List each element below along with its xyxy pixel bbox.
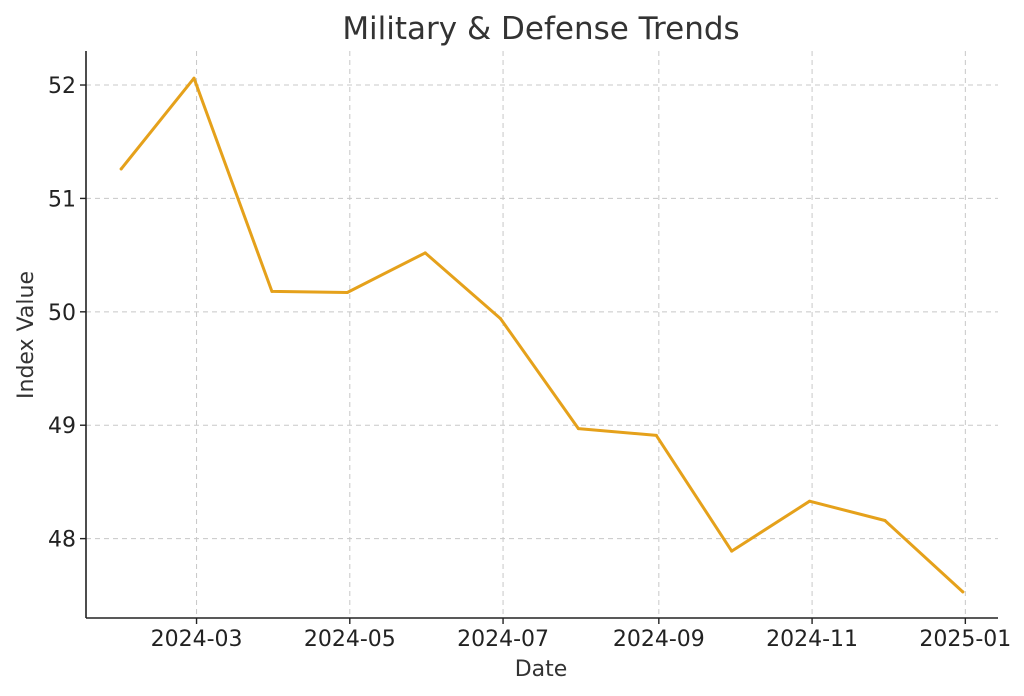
ticks: 48 49 50 51 52 2024-03 2024-05 2024-07 2024-09 20… <box>48 74 1011 652</box>
data-point <box>961 590 965 594</box>
series-layer <box>119 76 965 594</box>
axes <box>85 51 998 619</box>
data-point <box>119 167 123 171</box>
y-tick-label: 48 <box>48 528 76 553</box>
x-axis-label: Date <box>515 657 568 682</box>
y-tick-label: 51 <box>48 187 76 212</box>
data-point <box>499 317 503 321</box>
data-point <box>730 549 734 553</box>
y-tick-label: 52 <box>48 74 76 99</box>
x-tick-label: 2024-03 <box>151 627 243 652</box>
chart-title: Military & Defense Trends <box>342 11 739 47</box>
x-tick-label: 2024-07 <box>457 627 549 652</box>
x-tick-label: 2024-05 <box>304 627 396 652</box>
y-axis-label: Index Value <box>14 271 39 399</box>
data-point <box>345 291 349 295</box>
x-tick-label: 2025-01 <box>919 627 1011 652</box>
grid <box>86 51 998 618</box>
data-point <box>883 518 887 522</box>
data-point <box>576 427 580 431</box>
y-tick-label: 50 <box>48 301 76 326</box>
data-point <box>192 76 196 80</box>
x-tick-label: 2024-11 <box>766 627 858 652</box>
data-point <box>270 289 274 293</box>
index-value-line <box>119 76 965 594</box>
x-tick-label: 2024-09 <box>613 627 705 652</box>
data-point <box>654 433 658 437</box>
data-point <box>423 251 427 255</box>
y-tick-label: 49 <box>48 414 76 439</box>
data-point <box>808 499 812 503</box>
